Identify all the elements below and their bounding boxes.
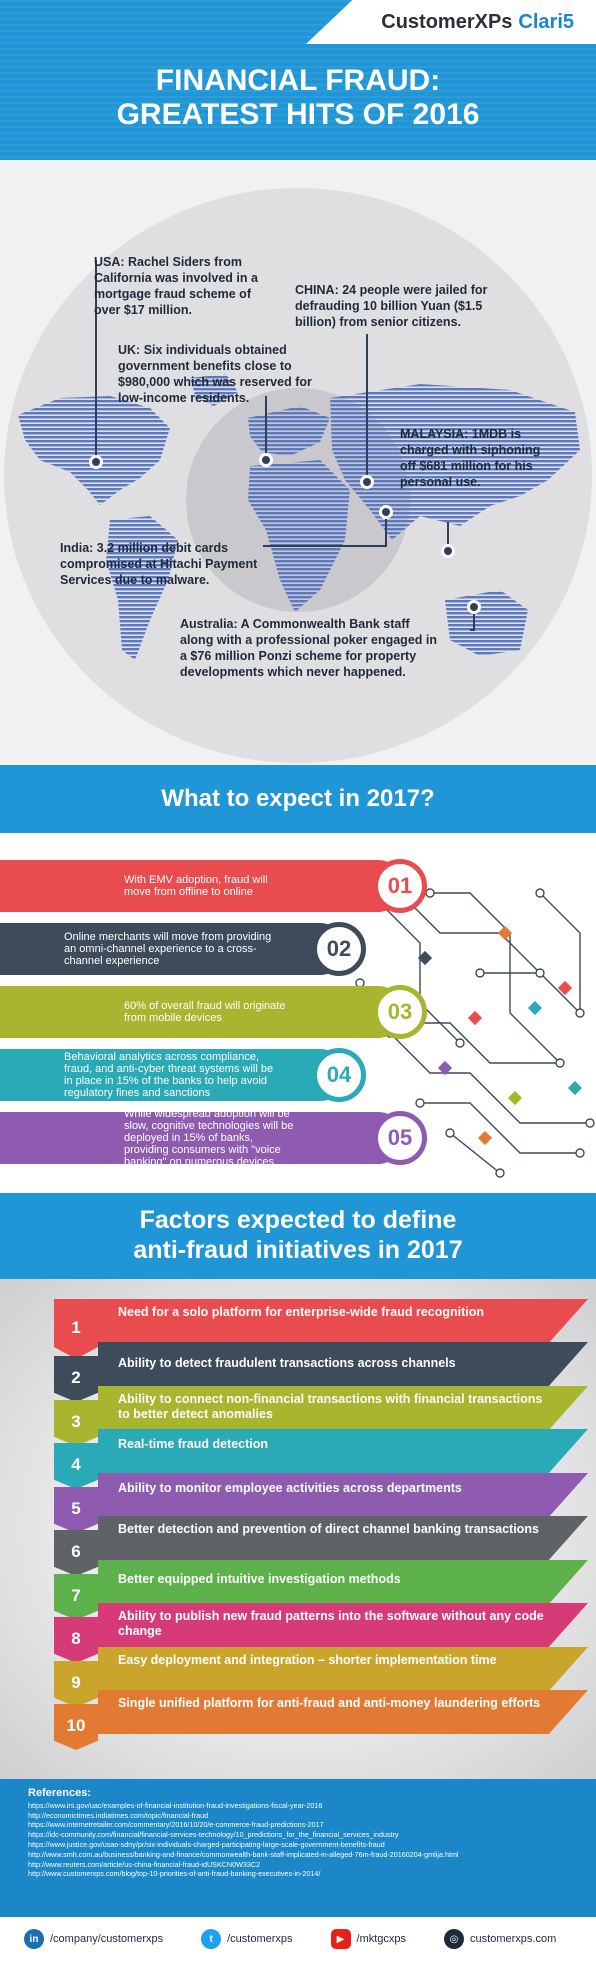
expect-item-05: While widespread adoption will be slow, … (0, 1108, 404, 1168)
factors-title-band: Factors expected to define anti-fraud in… (0, 1193, 596, 1279)
social-footer: in /company/customerxps t /customerxps ▶… (0, 1917, 596, 1961)
expect-item-04-text: Behavioral analytics across compliance, … (64, 1051, 274, 1099)
page-title: FINANCIAL FRAUD: GREATEST HITS OF 2016 (0, 64, 596, 132)
asia-shape (330, 384, 580, 540)
logo-clari5: Clari5 (518, 10, 574, 33)
callout-malaysia: MALAYSIA: 1MDB is charged with siphoning… (400, 427, 541, 489)
south-america-shape (106, 516, 178, 660)
circuit-decoration (355, 888, 595, 1178)
linkedin-link[interactable]: in /company/customerxps (24, 1929, 163, 1949)
linkedin-handle: /company/customerxps (50, 1933, 164, 1945)
factor-3-number: 3 (54, 1400, 98, 1446)
reference-link-2[interactable]: http://economictimes.indiatimes.com/topi… (28, 1810, 209, 1820)
callout-uk: UK: Six individuals obtained government … (118, 343, 312, 405)
factor-8-text: Ability to publish new fraud patterns in… (98, 1603, 588, 1647)
fraud-map-section: USA: Rachel Siders from California was i… (0, 160, 596, 765)
factor-6-number: 6 (54, 1530, 98, 1576)
reference-link-5[interactable]: https://www.justice.gov/usao-sdny/pr/six… (28, 1839, 385, 1849)
youtube-link[interactable]: ▶ /mktgcxps (330, 1929, 407, 1949)
linkedin-icon: in (24, 1929, 44, 1949)
factor-7-text: Better equipped intuitive investigation … (98, 1560, 588, 1604)
world-map (18, 260, 580, 660)
expect-item-02: Online merchants will move from providin… (0, 923, 346, 975)
website-url: customerxps.com (470, 1933, 557, 1945)
header-banner: CustomerXPs Clari5 FINANCIAL FRAUD: GREA… (0, 0, 596, 160)
expect-title: What to expect in 2017? (161, 785, 435, 812)
expect-badge-02: 02 (312, 922, 366, 976)
factor-10-number: 10 (54, 1704, 98, 1750)
factor-9-number: 9 (54, 1661, 98, 1707)
reference-link-4[interactable]: https://idc-community.com/financial/fina… (28, 1830, 399, 1840)
factor-2-text: Ability to detect fraudulent transaction… (98, 1342, 588, 1386)
youtube-icon: ▶ (330, 1929, 351, 1949)
expect-item-03-text: 60% of overall fraud will originate from… (124, 1000, 286, 1024)
expect-item-04: Behavioral analytics across compliance, … (0, 1049, 346, 1101)
expect-badge-04: 04 (312, 1048, 366, 1102)
reference-link-1[interactable]: https://www.irs.gov/uac/examples-of-fina… (28, 1800, 323, 1810)
reference-link-3[interactable]: https://www.internetretailer.com/comment… (28, 1820, 324, 1830)
factor-2-number: 2 (54, 1356, 98, 1402)
title-line-2: GREATEST HITS OF 2016 (116, 98, 480, 131)
callout-china: CHINA: 24 people were jailed for defraud… (295, 283, 488, 329)
africa-shape (248, 460, 350, 612)
references-title: References: (28, 1787, 91, 1799)
reference-link-7[interactable]: http://www.reuters.com/article/us-china-… (28, 1859, 261, 1869)
globe-icon: ◎ (444, 1929, 465, 1949)
china-pin-icon[interactable] (360, 475, 374, 489)
expect-section: With EMV adoption, fraud will move from … (0, 833, 596, 1193)
greenland-shape (190, 374, 238, 406)
expect-item-01: With EMV adoption, fraud will move from … (0, 860, 404, 912)
north-america-shape (18, 396, 170, 505)
factor-6-text: Better detection and prevention of direc… (98, 1516, 588, 1560)
factor-7-number: 7 (54, 1574, 98, 1620)
callout-india: India: 3.2 million debit cards compromis… (60, 541, 258, 587)
expect-badge-05: 05 (373, 1111, 427, 1165)
factor-5-text: Ability to monitor employee activities a… (98, 1473, 588, 1517)
expect-item-02-text: Online merchants will move from providin… (64, 931, 272, 967)
factors-section: Need for a solo platform for enterprise-… (0, 1279, 596, 1779)
website-link[interactable]: ◎ customerxps.com (444, 1929, 556, 1949)
europe-shape (248, 406, 330, 456)
malaysia-pin-icon[interactable] (441, 544, 455, 558)
factor-3-text: Ability to connect non-financial transac… (98, 1386, 588, 1430)
uk-pin-icon[interactable] (259, 453, 273, 467)
callout-usa: USA: Rachel Siders from California was i… (94, 255, 258, 317)
twitter-icon: t (201, 1929, 222, 1949)
australia-pin-icon[interactable] (467, 600, 481, 614)
expect-badge-03: 03 (373, 985, 427, 1039)
reference-link-8[interactable]: http://www.customerxps.com/blog/top-10-p… (28, 1869, 321, 1879)
factor-4-text: Real-time fraud detection (98, 1429, 588, 1473)
callout-australia: Australia: A Commonwealth Bank staff alo… (180, 617, 437, 679)
factor-10-text: Single unified platform for anti-fraud a… (98, 1690, 588, 1734)
twitter-handle: /customerxps (227, 1933, 293, 1945)
usa-pin-icon[interactable] (89, 455, 103, 469)
factor-4-number: 4 (54, 1443, 98, 1489)
title-line-1: FINANCIAL FRAUD: (155, 64, 441, 97)
logo-customerxps: CustomerXPs (381, 10, 513, 33)
factor-8-number: 8 (54, 1617, 98, 1663)
australia-leader (470, 606, 475, 631)
youtube-handle: /mktgcxps (356, 1933, 407, 1945)
india-leader (263, 512, 387, 547)
factor-9-text: Easy deployment and integration – shorte… (98, 1647, 588, 1691)
expect-item-03: 60% of overall fraud will originate from… (0, 986, 404, 1038)
australia-shape (445, 590, 528, 656)
factors-title-line-1: Factors expected to define (139, 1206, 457, 1234)
expect-item-01-text: With EMV adoption, fraud will move from … (124, 874, 268, 898)
factor-1-number: 1 (54, 1299, 98, 1359)
expect-title-band: What to expect in 2017? (0, 765, 596, 833)
twitter-link[interactable]: t /customerxps (201, 1929, 293, 1949)
factor-5-number: 5 (54, 1487, 98, 1533)
brand-logo[interactable]: CustomerXPs Clari5 (306, 0, 596, 44)
expect-badge-01: 01 (373, 859, 427, 913)
factors-title-line-2: anti-fraud initiatives in 2017 (133, 1236, 463, 1264)
reference-link-6[interactable]: http://www.smh.com.au/business/banking-a… (28, 1849, 459, 1859)
expect-item-05-text: While widespread adoption will be slow, … (124, 1108, 294, 1168)
india-pin-icon[interactable] (379, 505, 393, 519)
references-section: References: https://www.irs.gov/uac/exam… (0, 1779, 596, 1917)
factor-1-text: Need for a solo platform for enterprise-… (98, 1299, 588, 1343)
